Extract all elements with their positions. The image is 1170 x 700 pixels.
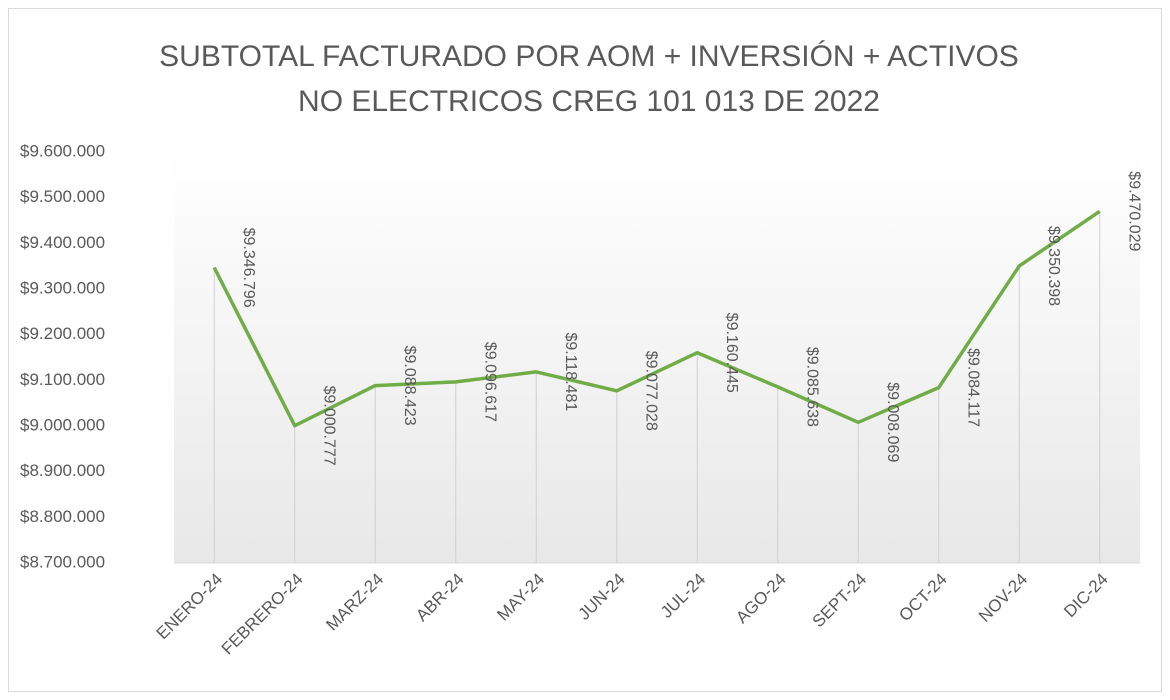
- data-label: $9.008.069: [884, 382, 901, 462]
- data-label: $9.118.481: [562, 332, 579, 411]
- y-tick-label: $8.800.000: [20, 507, 105, 526]
- data-label: $9.084.117: [965, 348, 982, 427]
- y-tick-label: $9.500.000: [20, 187, 105, 206]
- data-label: $9.160.445: [723, 313, 740, 393]
- y-tick-label: $9.400.000: [20, 233, 105, 252]
- data-label: $9.077.028: [643, 351, 660, 431]
- data-label: $9.470.029: [1126, 171, 1143, 251]
- plot-area: [174, 152, 1140, 563]
- data-label: $9.350.398: [1045, 226, 1062, 306]
- data-line: [212, 209, 1101, 428]
- data-label: $9.088.423: [401, 346, 418, 426]
- y-tick-label: $8.900.000: [20, 461, 105, 480]
- data-label: $9.000.777: [321, 386, 338, 466]
- y-tick-label: $9.600.000: [20, 141, 105, 160]
- y-tick-label: $9.300.000: [20, 278, 105, 297]
- data-label: $9.346.796: [240, 228, 257, 308]
- y-tick-label: $9.200.000: [20, 324, 105, 343]
- chart-title: SUBTOTAL FACTURADO POR AOM + INVERSIÓN +…: [159, 40, 1019, 73]
- y-tick-label: $9.100.000: [20, 370, 105, 389]
- data-label: $9.085.638: [804, 347, 821, 427]
- y-tick-label: $9.000.000: [20, 415, 105, 434]
- data-label: $9.096.617: [482, 342, 499, 422]
- chart-title: NO ELECTRICOS CREG 101 013 DE 2022: [298, 85, 880, 118]
- y-tick-label: $8.700.000: [20, 552, 105, 571]
